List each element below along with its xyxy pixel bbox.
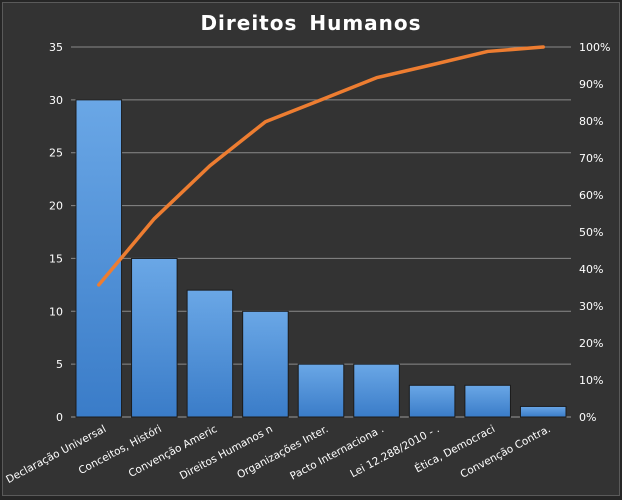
y2-tick-label: 80% bbox=[579, 115, 603, 128]
pareto-chart: 0 5 10 15 20 25 30 35 0% 10% 20% 30% 40% 50% 60% 70% 80%… bbox=[4, 41, 610, 486]
bar bbox=[131, 257, 178, 418]
y2-tick-label: 40% bbox=[579, 263, 603, 276]
cumulative-line bbox=[97, 45, 545, 287]
y2-tick-label: 50% bbox=[579, 226, 603, 239]
bar bbox=[242, 310, 289, 418]
y-tick-label: 25 bbox=[49, 147, 63, 160]
chart-title: Direitos Humanos bbox=[200, 11, 422, 35]
y2-tick-label: 10% bbox=[579, 374, 603, 387]
bar bbox=[519, 405, 567, 418]
y2-tick-label: 0% bbox=[579, 411, 596, 424]
y-tick-label: 0 bbox=[56, 411, 63, 424]
y2-tick-label: 60% bbox=[579, 189, 603, 202]
y2-tick-label: 20% bbox=[579, 337, 603, 350]
bar bbox=[353, 363, 400, 418]
y-tick-label: 35 bbox=[49, 41, 63, 54]
category-label: Convenção Contra. bbox=[458, 423, 552, 481]
bar bbox=[297, 363, 345, 418]
y-tick-label: 5 bbox=[56, 358, 63, 371]
bar bbox=[408, 384, 456, 418]
bar bbox=[186, 289, 234, 418]
bar bbox=[75, 99, 123, 418]
y2-tick-label: 100% bbox=[579, 41, 610, 54]
y2-tick-label: 90% bbox=[579, 78, 603, 91]
y2-tick-label: 30% bbox=[579, 300, 603, 313]
category-label: Direitos Humanos n bbox=[178, 423, 275, 482]
y2-tick-label: 70% bbox=[579, 152, 603, 165]
category-label: Pacto Internaciona . bbox=[288, 423, 386, 483]
y-tick-label: 15 bbox=[49, 252, 63, 265]
category-label: Declaração Universal bbox=[4, 423, 108, 486]
y-tick-label: 30 bbox=[49, 94, 63, 107]
bar bbox=[464, 384, 511, 418]
category-label: Organizações Inter. bbox=[235, 423, 330, 481]
y-tick-label: 10 bbox=[49, 305, 63, 318]
y-tick-label: 20 bbox=[49, 200, 63, 213]
